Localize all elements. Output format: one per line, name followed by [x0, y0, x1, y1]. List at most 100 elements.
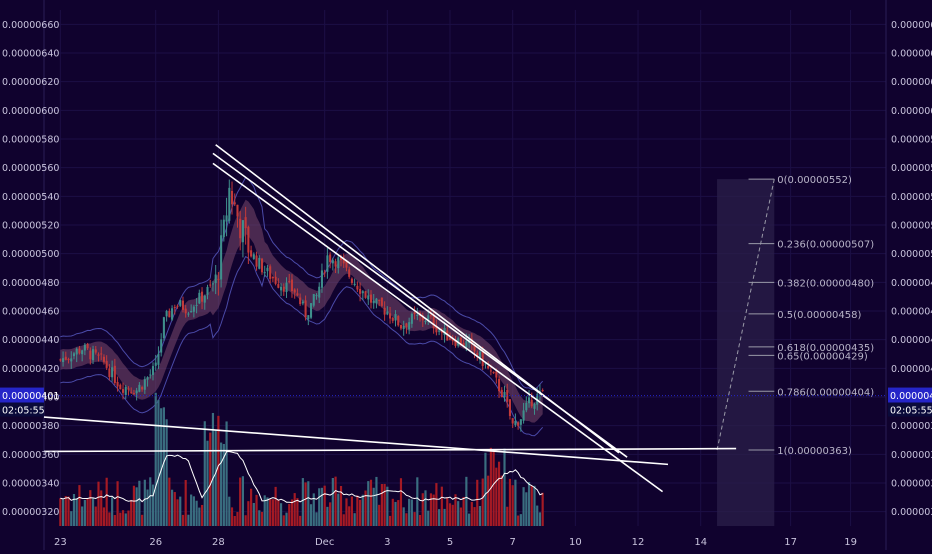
candle-body	[503, 391, 506, 398]
volume-bar	[320, 487, 324, 526]
candle-body	[171, 308, 174, 320]
candle-body	[375, 298, 378, 304]
fib-panel	[717, 179, 775, 526]
volume-bar	[503, 448, 506, 526]
y-tick-label: 0.00000560	[891, 163, 932, 174]
candle-body	[413, 312, 416, 315]
candle-body	[173, 307, 176, 309]
candle-body	[94, 349, 97, 353]
volume-bar	[345, 498, 348, 526]
candle-body	[209, 284, 212, 286]
candle-body	[70, 358, 73, 362]
x-tick-label: 23	[54, 537, 67, 548]
time-axis[interactable]: 23 26 28 Dec 3 5 7 10 12 14 17 19	[54, 537, 857, 548]
volume-bar	[380, 484, 383, 526]
fib-level-label: 0(0.00000552)	[777, 175, 852, 186]
volume-bar	[511, 485, 514, 526]
volume-bar	[296, 498, 299, 526]
candle-body	[168, 310, 171, 318]
candle-body	[522, 410, 525, 421]
volume-bar	[203, 421, 206, 526]
left-price-axis[interactable]: 0.00000320 0.00000340 0.00000360 0.00000380…	[2, 20, 59, 518]
volume-bar	[427, 510, 430, 526]
volume-bar	[61, 499, 65, 526]
candle-body	[489, 370, 492, 372]
y-tick-label: 0.00000360	[891, 450, 932, 461]
candle-body	[528, 397, 531, 404]
volume-bar	[538, 512, 542, 526]
candle-body	[111, 367, 114, 378]
y-tick-label: 0.00000420	[2, 364, 59, 375]
fibonacci-retracement[interactable]: 0(0.00000552) 0.236(0.00000507) 0.382(0.00…	[716, 175, 874, 526]
y-tick-label: 0.00000460	[891, 307, 932, 318]
volume-bar	[364, 490, 367, 526]
volume-bar	[263, 495, 266, 526]
volume-bar	[157, 399, 160, 526]
volume-bar	[429, 493, 433, 526]
volume-bar	[119, 512, 122, 526]
x-tick-label: Dec	[315, 537, 334, 548]
candle-body	[176, 305, 179, 307]
volume-bar	[443, 508, 446, 526]
volume-bar	[217, 415, 220, 526]
candle-body	[149, 374, 152, 376]
volume-bar	[266, 497, 269, 526]
candle-body	[296, 293, 299, 296]
trendline	[212, 162, 664, 493]
x-tick-label: 10	[569, 537, 582, 548]
candle-body	[394, 314, 397, 321]
trendlines[interactable]	[43, 144, 737, 493]
x-tick-label: 5	[447, 537, 453, 548]
candle-body	[478, 351, 482, 360]
volume-bar	[222, 443, 225, 526]
trendline	[43, 447, 737, 453]
candle-body	[361, 291, 364, 294]
candle-body	[397, 316, 400, 326]
volume-bar	[279, 503, 283, 526]
trendline	[43, 416, 669, 466]
y-tick-label: 0.00000480	[2, 278, 59, 289]
candle-body	[310, 303, 313, 318]
volume-bar	[290, 499, 294, 526]
volume-bar	[94, 506, 97, 526]
volume-bar	[334, 476, 337, 526]
volume-bar	[307, 481, 310, 526]
volume-bar	[348, 506, 351, 526]
volume-bar	[111, 497, 114, 526]
volume-bar	[533, 485, 536, 526]
candle-body	[89, 350, 92, 360]
candle-body	[342, 258, 345, 264]
volume-bar	[288, 503, 291, 526]
candle-body	[141, 387, 144, 390]
candle-body	[78, 348, 81, 354]
candle-body	[285, 282, 288, 293]
fib-level-label: 0.65(0.00000429)	[777, 351, 868, 362]
volume-bar	[141, 514, 144, 526]
candle-body	[304, 300, 307, 318]
candle-body	[484, 363, 487, 365]
x-tick-label: 12	[632, 537, 645, 548]
volume-bar	[121, 510, 125, 526]
volume-bar	[525, 492, 528, 526]
volume-bar	[356, 495, 359, 526]
volume-bar	[195, 500, 198, 526]
x-tick-label: 7	[509, 537, 515, 548]
candle-body	[97, 354, 100, 356]
volume-bar	[86, 497, 89, 526]
volume-bar	[282, 515, 285, 526]
volume-bar	[241, 476, 245, 526]
volume-bar	[402, 507, 405, 526]
volume-bar	[304, 482, 307, 526]
candle-body	[465, 341, 468, 348]
fib-level-label: 0.786(0.00000404)	[777, 387, 874, 398]
candle-body	[130, 392, 133, 394]
bollinger-band	[60, 176, 544, 437]
volume-bar	[492, 449, 495, 526]
candle-body	[438, 330, 441, 332]
right-price-axis[interactable]: 0.00000320 0.00000340 0.00000360 0.00000380…	[891, 20, 932, 518]
volume-bar	[465, 476, 468, 526]
volume-bar	[124, 513, 127, 526]
volume-bar	[209, 432, 212, 526]
